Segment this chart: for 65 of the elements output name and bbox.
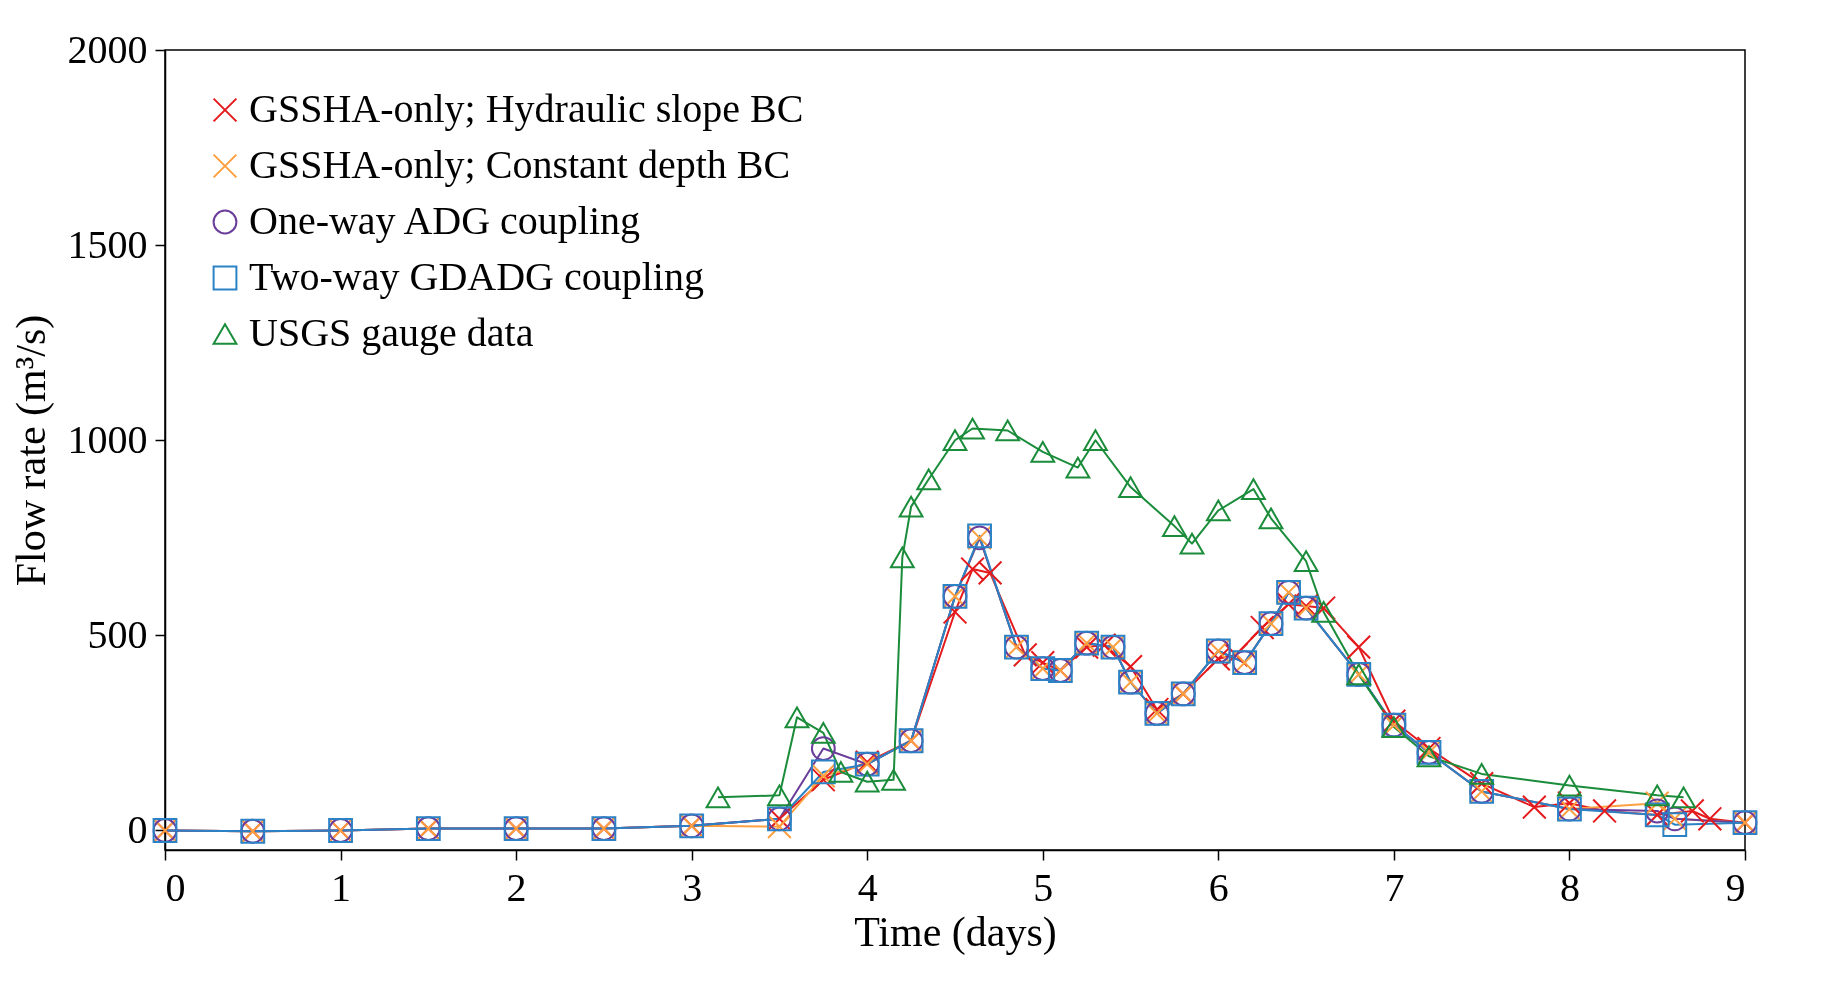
point xyxy=(995,419,1021,442)
point xyxy=(810,722,836,744)
point xyxy=(1644,784,1670,807)
point xyxy=(1205,646,1231,672)
point xyxy=(881,768,906,791)
point xyxy=(1258,507,1284,530)
point xyxy=(1091,632,1117,658)
point xyxy=(1311,601,1337,623)
point xyxy=(1083,429,1108,452)
x-tick-label: 6 xyxy=(1208,864,1229,910)
point xyxy=(1162,515,1187,537)
point xyxy=(1644,790,1670,816)
point xyxy=(767,814,792,839)
point xyxy=(916,468,942,491)
point xyxy=(1697,806,1723,832)
point xyxy=(1179,532,1205,555)
y-tick-label: 1500 xyxy=(67,221,148,267)
x-tick-label: 5 xyxy=(1033,864,1054,910)
point xyxy=(1241,478,1266,500)
point xyxy=(1065,456,1091,479)
point xyxy=(1030,441,1056,463)
point xyxy=(1205,499,1231,522)
y-tick-label: 1000 xyxy=(67,416,148,462)
x-axis-title: Time (days) xyxy=(854,908,1057,956)
point xyxy=(977,560,1003,586)
point xyxy=(1416,745,1442,768)
y-axis-title: Flow rate (m³/s) xyxy=(7,314,55,587)
point xyxy=(854,770,880,793)
point xyxy=(889,546,915,569)
point xyxy=(1557,774,1582,797)
x-tick-label: 7 xyxy=(1384,864,1405,910)
point xyxy=(1592,798,1617,824)
x-tick-label: 3 xyxy=(682,864,703,910)
point xyxy=(810,736,836,761)
legend-label: One-way ADG coupling xyxy=(249,198,641,243)
point xyxy=(1662,812,1688,838)
point xyxy=(705,786,731,809)
x-tick-label: 2 xyxy=(506,864,527,910)
point xyxy=(1293,550,1319,573)
y-tick-label: 2000 xyxy=(67,26,148,72)
x-tick-label: 4 xyxy=(857,864,878,910)
x-tick-label: 8 xyxy=(1559,864,1580,910)
point xyxy=(767,784,792,807)
point xyxy=(828,761,854,783)
point xyxy=(784,706,810,729)
point xyxy=(1671,786,1696,809)
point xyxy=(1223,642,1249,668)
legend-label: GSSHA-only; Hydraulic slope BC xyxy=(249,86,804,131)
point xyxy=(1679,798,1705,824)
point xyxy=(1276,591,1301,617)
x-tick-label: 1 xyxy=(331,864,352,910)
y-tick-label: 500 xyxy=(87,611,148,657)
point xyxy=(898,495,924,518)
x-tick-label: 9 xyxy=(1725,864,1746,910)
point xyxy=(960,417,985,440)
point xyxy=(1118,476,1143,498)
point xyxy=(942,429,968,452)
y-tick-label: 0 xyxy=(127,806,148,852)
point xyxy=(1521,794,1547,820)
legend-label: USGS gauge data xyxy=(249,310,534,355)
x-tick-label: 0 xyxy=(165,864,186,910)
point xyxy=(960,556,985,582)
legend-label: Two-way GDADG coupling xyxy=(249,254,704,299)
legend-label: GSSHA-only; Constant depth BC xyxy=(249,142,791,187)
point xyxy=(1557,790,1582,816)
